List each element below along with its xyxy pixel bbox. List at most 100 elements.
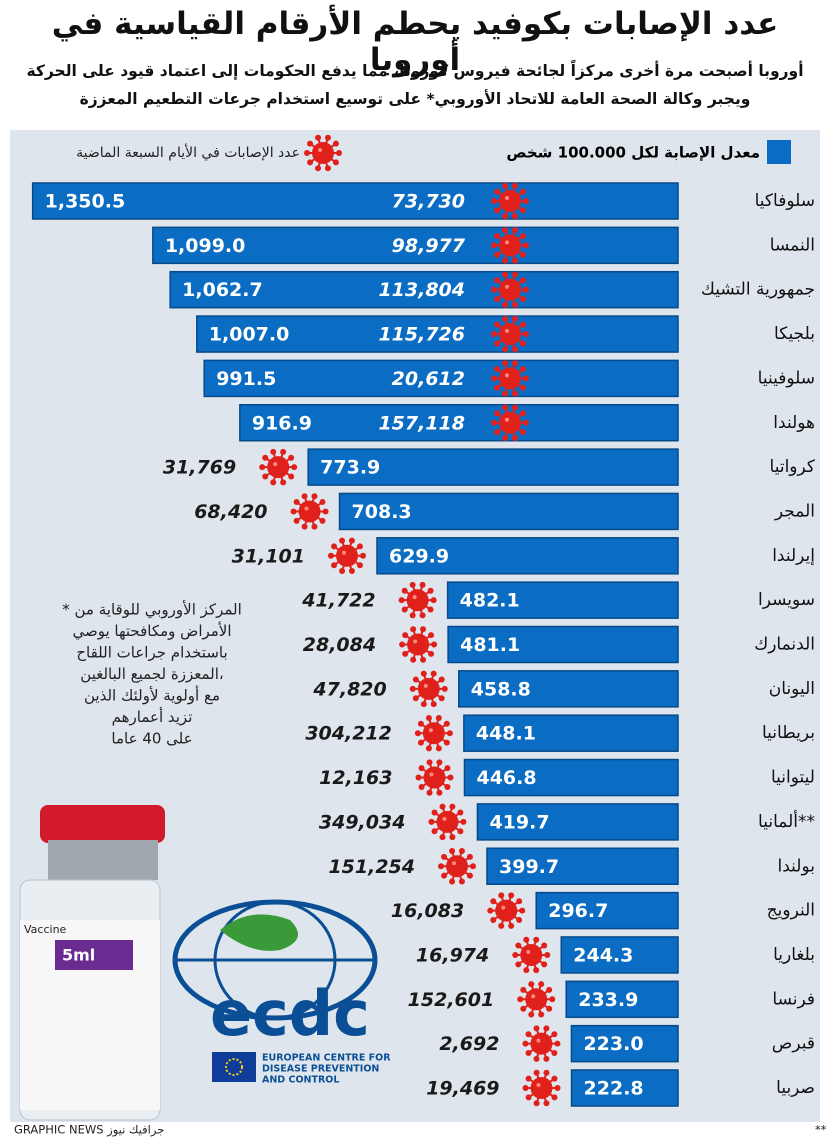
virus-spike-tip: [425, 745, 432, 752]
category-label: ليتوانيا: [771, 768, 815, 788]
virus-spike-tip: [311, 523, 318, 530]
bar-value-label: 446.8: [476, 767, 536, 789]
virus-spike-tip: [418, 783, 425, 790]
virus-spike-tip: [417, 720, 424, 727]
virus-dot: [505, 417, 509, 422]
virus-spike-tip: [324, 165, 331, 172]
virus-spike-tip: [494, 410, 501, 417]
footnote: تزيد أعمارهم: [112, 707, 193, 726]
virus-body: [335, 544, 358, 567]
virus-dot: [442, 816, 447, 821]
virus-spike-tip: [307, 140, 314, 147]
virus-icon: [517, 981, 556, 1018]
category-label: النرويج: [767, 901, 815, 921]
virus-spike-tip: [427, 606, 434, 613]
virus-spike-tip: [262, 473, 269, 480]
logo-name: ecdc: [210, 977, 370, 1050]
virus-spike-tip: [412, 676, 419, 683]
virus-icon: [491, 227, 529, 264]
virus-spike-tip: [511, 360, 518, 367]
virus-body: [499, 411, 521, 434]
virus-spike-tip: [444, 783, 451, 790]
virus-spike-tip: [533, 1025, 540, 1032]
virus-spike-tip: [438, 676, 445, 683]
bar-value-label: 1,007.0: [209, 324, 290, 346]
virus-spike-tip: [511, 257, 518, 264]
virus-spike-tip: [543, 1025, 550, 1032]
bar: [239, 404, 679, 442]
virus-spike-tip: [491, 286, 497, 293]
virus-spike-tip: [319, 499, 326, 506]
footnote: الأمراض ومكافحتها يوصي: [72, 621, 231, 641]
virus-spike-tip: [528, 981, 535, 988]
virus-spike-tip: [270, 479, 277, 486]
bar-value-label: 223.0: [583, 1033, 643, 1055]
virus-spike-tip: [359, 552, 366, 559]
virus-spike-tip: [491, 419, 497, 426]
virus-spike-tip: [554, 1040, 561, 1047]
cases-label: 2,692: [439, 1033, 499, 1055]
virus-icon: [491, 404, 529, 441]
virus-spike-tip: [519, 207, 526, 214]
virus-icon: [398, 581, 437, 619]
virus-icon: [304, 134, 342, 172]
virus-icon: [512, 936, 551, 974]
virus-spike-tip: [533, 936, 540, 943]
virus-body: [446, 855, 469, 878]
footnote: باستخدام جراعات اللقاح: [76, 644, 227, 662]
virus-spike-tip: [543, 1055, 550, 1062]
bar: [447, 625, 679, 664]
virus-spike-tip: [491, 242, 497, 249]
cases-label: 16,974: [416, 944, 489, 966]
virus-spike-tip: [430, 670, 437, 677]
category-label: بريطانيا: [762, 723, 815, 743]
virus-spike-tip: [508, 922, 515, 929]
virus-spike-tip: [494, 207, 501, 214]
virus-spike-tip: [430, 701, 437, 708]
virus-spike-tip: [494, 340, 501, 347]
virus-spike-tip: [523, 331, 529, 338]
virus-spike-tip: [466, 853, 473, 860]
virus-spike-tip: [446, 730, 453, 737]
virus-spike-tip: [543, 1069, 550, 1076]
virus-spike-tip: [523, 242, 529, 249]
virus-spike-tip: [304, 150, 310, 156]
cases-label: 68,420: [194, 501, 267, 523]
bar-value-label: 419.7: [489, 811, 549, 833]
virus-icon: [327, 537, 366, 575]
logo-line: DISEASE PREVENTION: [262, 1064, 379, 1075]
virus-spike-tip: [494, 365, 501, 372]
virus-spike-tip: [324, 134, 331, 141]
virus-spike-tip: [516, 917, 523, 924]
cases-label: 152,601: [408, 989, 495, 1011]
virus-icon: [491, 182, 529, 220]
footnote: * المركز الأوروبي للوقاية من: [62, 600, 242, 620]
virus-spike-tip: [515, 942, 522, 949]
virus-spike-tip: [502, 434, 509, 441]
virus-spike-tip: [487, 907, 494, 914]
virus-spike-tip: [519, 188, 526, 195]
virus-icon: [491, 315, 529, 353]
virus-spike-tip: [522, 1040, 529, 1047]
virus-spike-tip: [291, 464, 298, 471]
virus-spike-tip: [409, 612, 416, 619]
virus-spike-tip: [426, 789, 433, 796]
virus-spike-tip: [315, 134, 322, 141]
cases-label: 16,083: [391, 900, 464, 922]
virus-spike-tip: [554, 1085, 561, 1091]
virus-spike-tip: [551, 1094, 558, 1101]
virus-icon: [259, 448, 298, 486]
virus-dot: [501, 905, 506, 910]
bar: [570, 1024, 679, 1063]
virus-spike-tip: [449, 834, 456, 841]
virus-spike-tip: [519, 384, 526, 391]
virus-spike-tip: [399, 641, 406, 648]
bar-value-label: 629.9: [389, 545, 449, 567]
virus-spike-tip: [502, 271, 509, 278]
virus-spike-tip: [417, 739, 424, 746]
virus-spike-tip: [293, 517, 300, 524]
virus-spike-tip: [419, 612, 426, 619]
category-label: صربيا: [776, 1078, 815, 1098]
category-label: بلغاريا: [773, 945, 815, 965]
bar: [570, 1069, 679, 1107]
